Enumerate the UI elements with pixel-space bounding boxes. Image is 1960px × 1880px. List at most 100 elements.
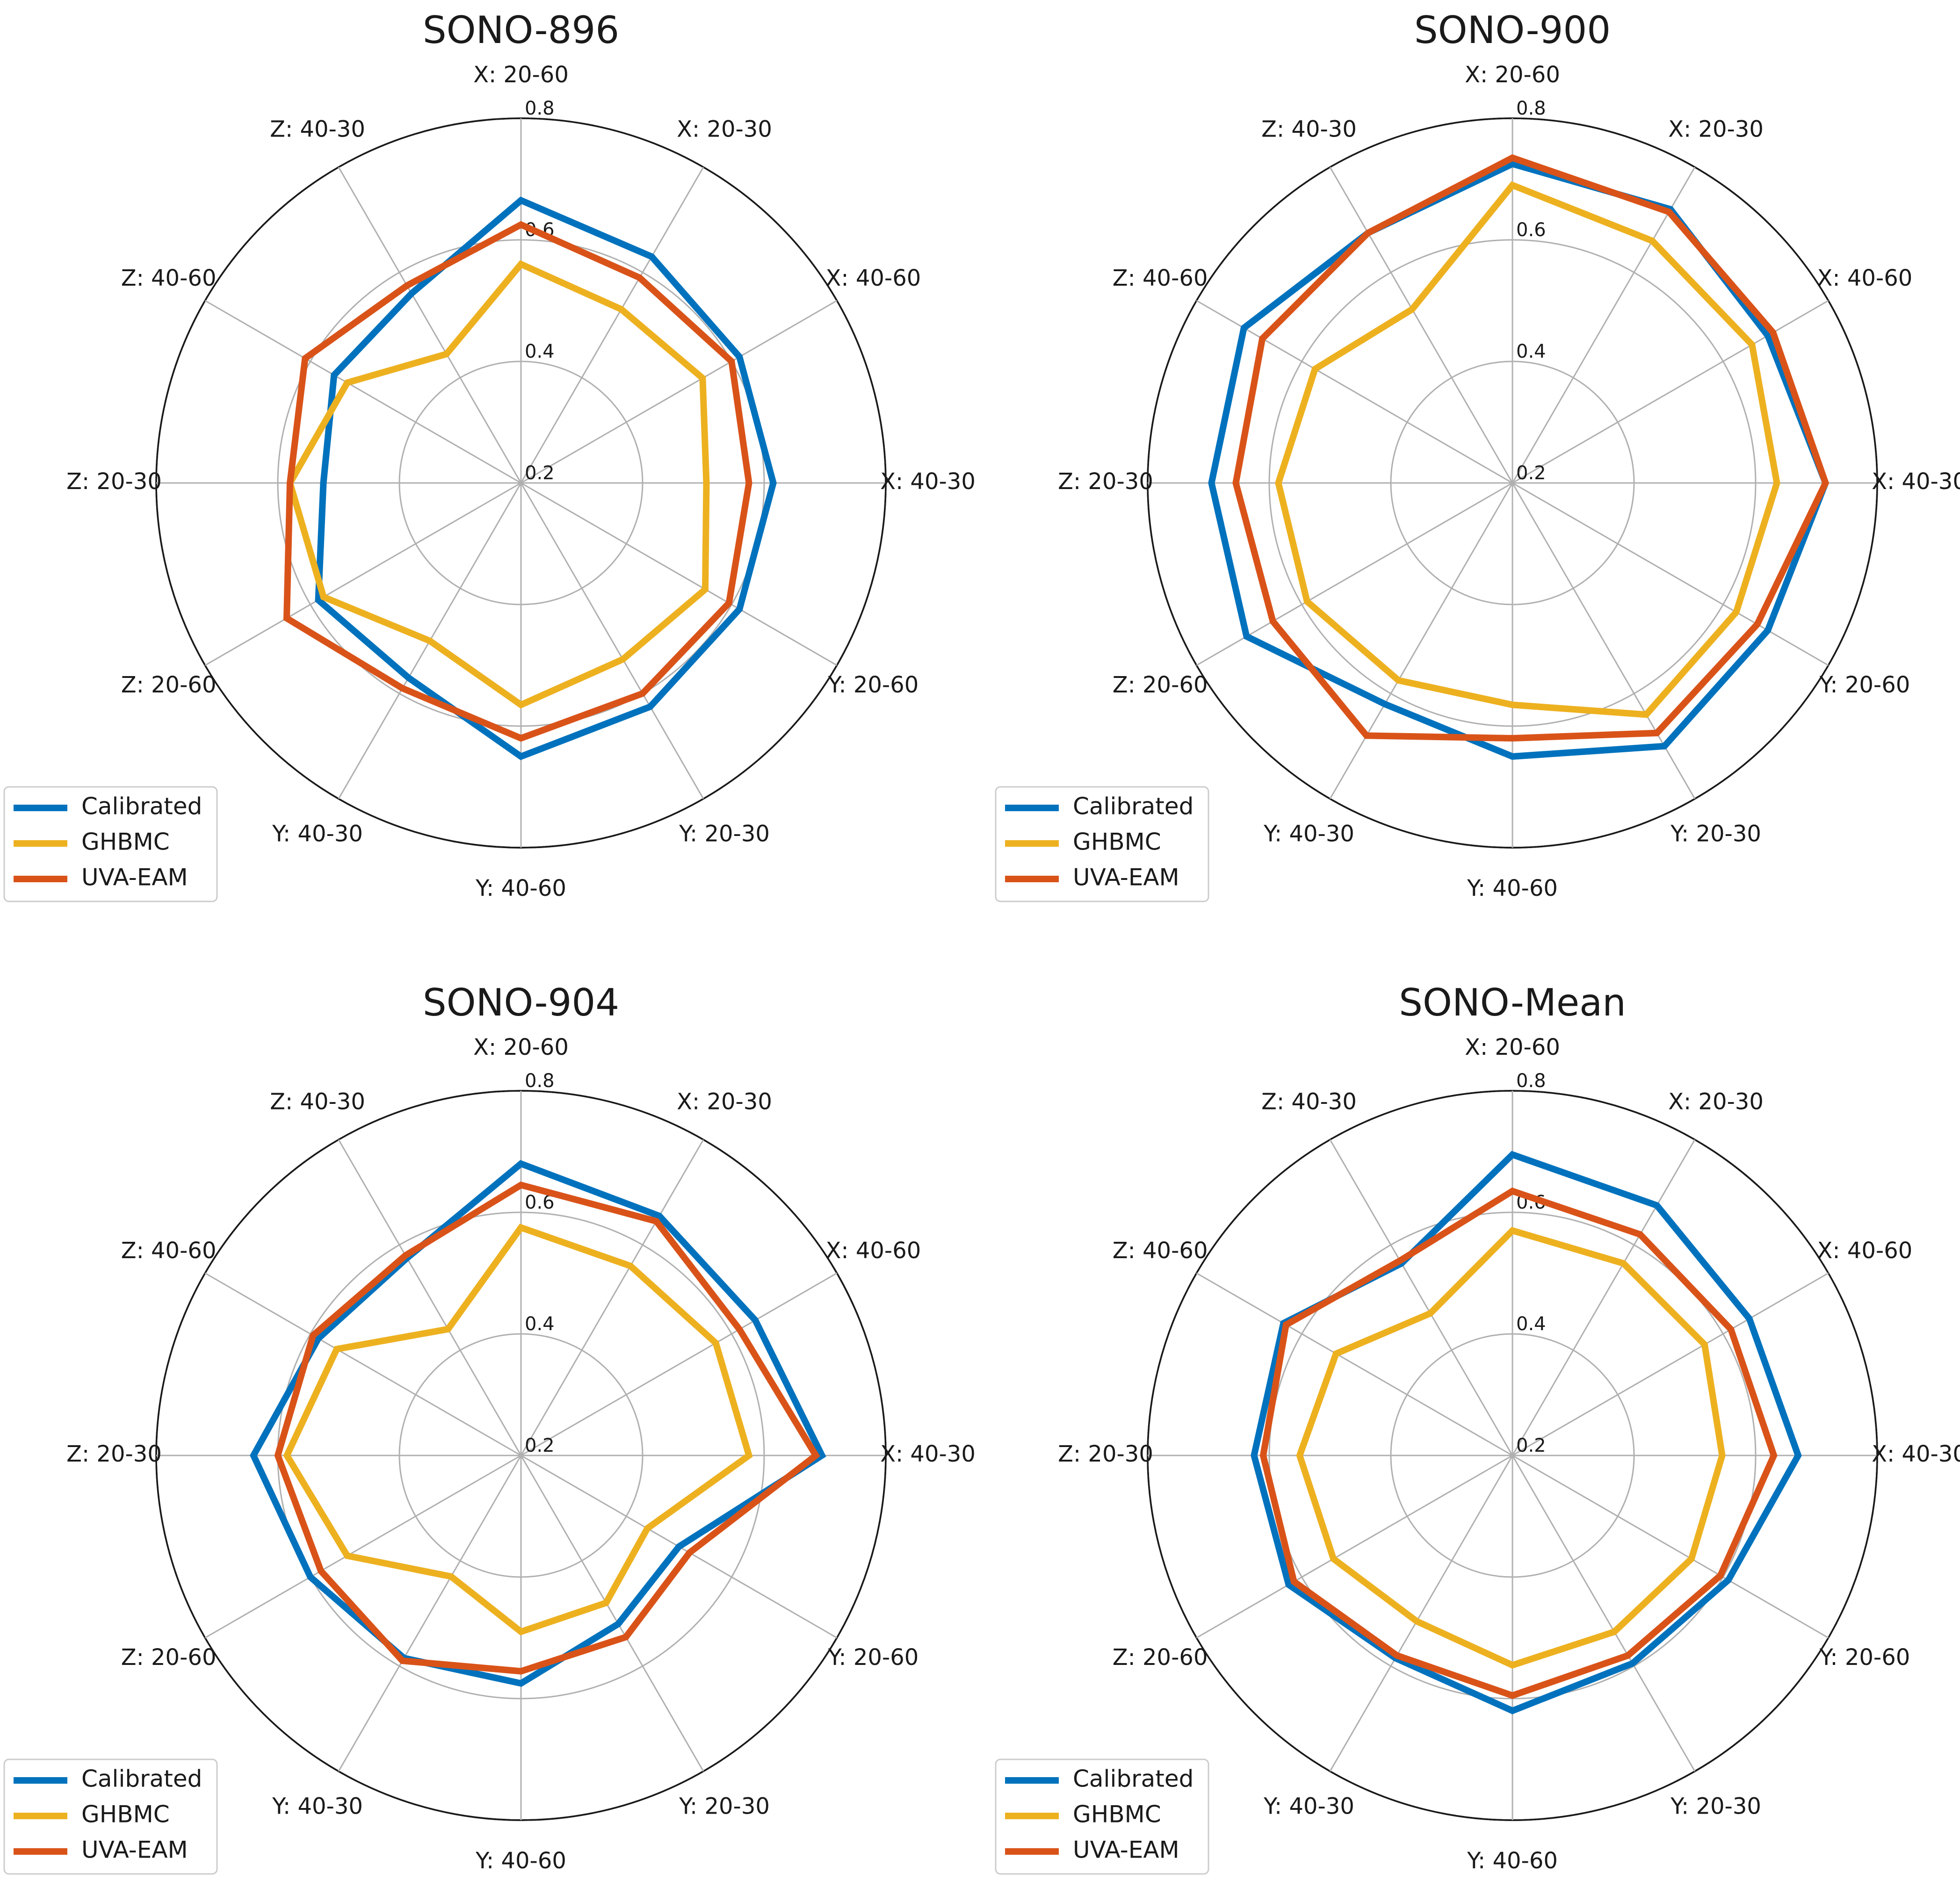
category-label: Z: 20-30: [66, 1441, 162, 1467]
category-label: Z: 40-30: [270, 116, 365, 143]
legend-box: [995, 1758, 1209, 1875]
category-label: X: 40-60: [826, 1238, 921, 1264]
series-line-ghbmc: [286, 260, 710, 709]
category-label: Y: 20-30: [1670, 1793, 1761, 1819]
category-label: Y: 40-60: [475, 1848, 566, 1874]
spoke-line: [1512, 1139, 1696, 1456]
category-label: Y: 40-30: [272, 821, 363, 847]
category-label: Z: 20-60: [121, 1644, 217, 1671]
category-label: X: 20-60: [1465, 1034, 1560, 1060]
spoke-line: [338, 166, 522, 483]
legend-box: [3, 786, 218, 902]
chart-title: SONO-900: [1414, 8, 1611, 52]
category-label: X: 40-30: [1872, 468, 1960, 495]
series-line-ghbmc: [283, 1224, 753, 1635]
spoke-line: [338, 1455, 522, 1772]
spoke-line: [204, 300, 521, 484]
radial-tick-label: 0.2: [1516, 1435, 1546, 1456]
spoke-line: [520, 1455, 704, 1772]
category-label: Z: 40-30: [270, 1089, 365, 1115]
spoke-line: [520, 1139, 704, 1456]
category-label: Z: 40-30: [1261, 1089, 1357, 1115]
spoke-line: [1512, 482, 1829, 666]
chart-title: SONO-Mean: [1399, 981, 1626, 1024]
legend-label: GHBMC: [81, 1801, 170, 1828]
category-label: Y: 20-60: [1819, 672, 1910, 698]
spoke-line: [1512, 166, 1696, 483]
category-label: Z: 20-60: [121, 672, 217, 698]
legend-label: GHBMC: [81, 828, 170, 856]
radial-tick-label: 0.8: [525, 1070, 555, 1092]
radial-tick-label: 0.2: [1516, 462, 1546, 484]
category-label: Y: 20-60: [827, 1644, 919, 1671]
spoke-line: [1329, 166, 1513, 483]
spoke-line: [521, 300, 838, 484]
legend-box: [995, 786, 1209, 902]
spoke-line: [204, 482, 521, 666]
category-label: X: 20-30: [677, 116, 772, 143]
legend-label: Calibrated: [1073, 793, 1193, 820]
spoke-line: [338, 1139, 522, 1456]
series-line-uva-eam: [1259, 1187, 1778, 1699]
series-line-calibrated: [315, 196, 777, 760]
category-label: X: 40-60: [826, 265, 921, 291]
spoke-line: [1512, 1455, 1829, 1639]
category-label: Z: 40-30: [1261, 116, 1357, 143]
category-label: Y: 40-30: [1263, 821, 1354, 847]
spoke-line: [520, 483, 704, 800]
radial-tick-label: 0.4: [525, 1313, 555, 1335]
category-label: Y: 20-30: [679, 1793, 770, 1819]
legend-label: Calibrated: [81, 793, 202, 820]
radial-tick-label: 0.4: [1516, 341, 1546, 362]
radial-tick-label: 0.4: [525, 341, 555, 362]
category-label: Z: 20-30: [1058, 468, 1153, 495]
series-line-calibrated: [1208, 160, 1830, 760]
spoke-line: [1512, 1272, 1829, 1456]
spoke-line: [1329, 1455, 1513, 1772]
spoke-line: [1512, 300, 1829, 484]
series-line-uva-eam: [1232, 154, 1830, 742]
category-label: Y: 40-30: [1263, 1793, 1354, 1819]
spoke-line: [1329, 1139, 1513, 1456]
radial-tick-label: 0.8: [1516, 98, 1546, 119]
category-label: X: 20-30: [1668, 1089, 1764, 1115]
spoke-line: [520, 166, 704, 483]
spoke-line: [1196, 1455, 1513, 1639]
series-line-ghbmc: [1296, 1227, 1726, 1669]
category-label: Y: 40-60: [1467, 1848, 1558, 1874]
category-label: Z: 40-60: [1113, 1238, 1208, 1264]
legend-label: UVA-EAM: [81, 1837, 188, 1864]
category-label: Y: 40-60: [475, 875, 566, 901]
legend: Calibrated GHBMC UVA-EAM: [3, 786, 218, 902]
legend-label: UVA-EAM: [1073, 864, 1179, 891]
spoke-line: [1196, 300, 1513, 484]
category-label: Y: 20-60: [1819, 1644, 1910, 1671]
radial-tick-label: 0.4: [1516, 1313, 1546, 1335]
category-label: Z: 40-60: [121, 265, 217, 291]
legend-label: UVA-EAM: [1073, 1837, 1179, 1864]
radial-tick-label: 0.6: [1516, 219, 1546, 241]
spoke-line: [1512, 1455, 1696, 1772]
legend-label: Calibrated: [1073, 1765, 1193, 1793]
series-line-uva-eam: [283, 221, 752, 742]
category-label: X: 20-30: [1668, 116, 1764, 143]
legend-label: GHBMC: [1073, 828, 1161, 856]
category-label: X: 20-30: [677, 1089, 772, 1115]
spoke-line: [204, 1272, 521, 1456]
series-line-ghbmc: [1275, 181, 1780, 718]
category-label: Y: 40-60: [1467, 875, 1558, 901]
legend: Calibrated GHBMC UVA-EAM: [995, 1758, 1209, 1875]
series-line-uva-eam: [274, 1181, 820, 1675]
radial-tick-label: 0.2: [525, 1435, 555, 1456]
radial-tick-label: 0.8: [525, 98, 555, 119]
legend-label: UVA-EAM: [81, 864, 188, 891]
legend-label: GHBMC: [1073, 1801, 1161, 1828]
radar-panel: SONO-900 0.2 0.4 0.6 0.8 X: 20-60 X: 20-30 X: 4…: [995, 8, 1960, 902]
category-label: Y: 40-30: [272, 1793, 363, 1819]
category-label: Y: 20-30: [1670, 821, 1761, 847]
radial-tick-label: 0.2: [525, 462, 555, 484]
category-label: X: 20-60: [1465, 62, 1560, 88]
